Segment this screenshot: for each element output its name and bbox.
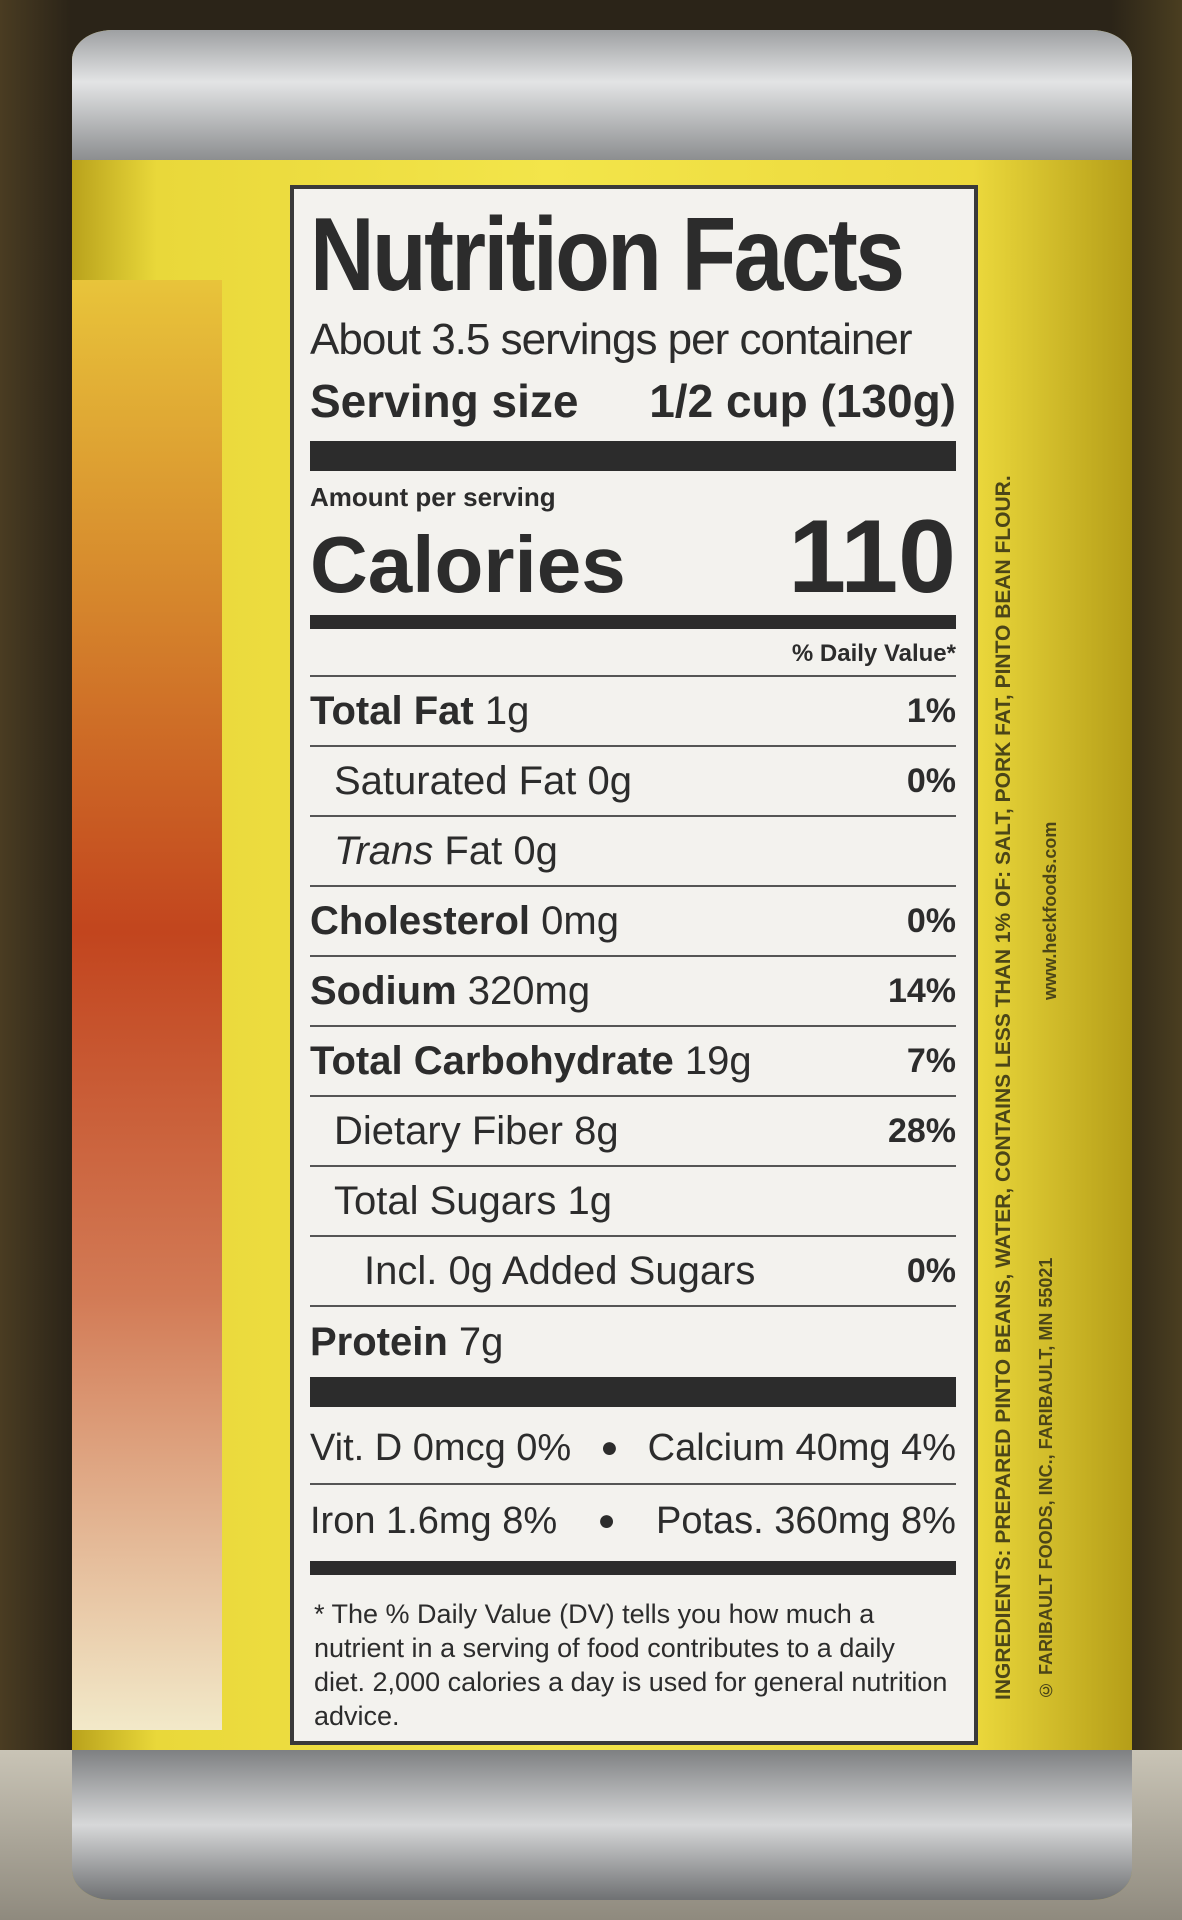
nutrient-amount: 8g [574, 1108, 619, 1153]
divider-medium [310, 615, 956, 629]
nutrient-row: Protein 7g [310, 1307, 956, 1377]
website-text: www.heckfoods.com [1040, 821, 1060, 1000]
nutrient-name: Total Sugars [334, 1178, 557, 1223]
nutrient-dv: 28% [887, 1111, 956, 1150]
calories-row: Calories 110 [310, 499, 956, 615]
vitamin-left: Iron 1.6mg 8% [310, 1499, 558, 1542]
nutrient-row: Total Carbohydrate 19g 7% [310, 1027, 956, 1097]
copyright-text: © FARIBAULT FOODS, INC., FARIBAULT, MN 5… [1036, 1257, 1056, 1700]
nutrition-facts-label: Nutrition Facts About 3.5 servings per c… [290, 185, 978, 1745]
nutrient-row: Saturated Fat 0g 0% [310, 747, 956, 817]
can-rim-top [72, 30, 1132, 160]
bullet-icon: ● [600, 1431, 619, 1464]
nutrient-name: Dietary Fiber [334, 1108, 563, 1153]
nutrient-dv: 7% [906, 1041, 956, 1080]
nutrient-amount: 0g [513, 828, 558, 873]
label-title: Nutrition Facts [310, 197, 905, 313]
vitamin-right: Calcium 40mg 4% [647, 1426, 956, 1469]
nutrient-amount: 0mg [541, 898, 619, 943]
nutrient-amount: 1g [567, 1178, 612, 1223]
divider-medium [310, 1561, 956, 1575]
nutrient-name: Cholesterol [310, 898, 531, 943]
vitamin-right: Potas. 360mg 8% [656, 1499, 956, 1542]
serving-size: Serving size 1/2 cup (130g) [310, 369, 956, 433]
nutrient-amount: 320mg [467, 968, 591, 1013]
nutrient-amount: 1g [484, 688, 530, 733]
divider-thick [310, 441, 956, 471]
nutrient-row: Sodium 320mg 14% [310, 957, 956, 1027]
nutrient-row: Cholesterol 0mg 0% [310, 887, 956, 957]
vitamin-row: Iron 1.6mg 8% ● Potas. 360mg 8% [310, 1485, 956, 1557]
can-rim-bottom [72, 1750, 1132, 1900]
nutrient-dv: 0% [906, 761, 956, 800]
calories-value: 110 [788, 499, 956, 615]
nutrient-row: Dietary Fiber 8g 28% [310, 1097, 956, 1167]
nutrient-name: Total Carbohydrate [310, 1038, 674, 1083]
nutrient-dv: 1% [906, 691, 956, 730]
nutrient-row: Total Sugars 1g [310, 1167, 956, 1237]
nutrient-dv: 14% [887, 971, 956, 1010]
nutrient-name: Sodium [310, 968, 457, 1013]
nutrient-dv: 0% [906, 901, 956, 940]
nutrient-amount: 7g [458, 1319, 504, 1364]
ingredients-text: INGREDIENTS: PREPARED PINTO BEANS, WATER… [992, 475, 1015, 1700]
can-artwork [72, 280, 222, 1730]
serving-size-label: Serving size [310, 375, 579, 427]
servings-per-container: About 3.5 servings per container [310, 315, 913, 364]
bullet-icon: ● [597, 1504, 616, 1537]
footnote: * The % Daily Value (DV) tells you how m… [314, 1599, 948, 1731]
nutrient-name: Saturated Fat [334, 758, 577, 803]
nutrient-name-rest: Fat [444, 828, 503, 873]
nutrient-row: Trans Fat 0g [310, 817, 956, 887]
vitamin-row: Vit. D 0mcg 0% ● Calcium 40mg 4% [310, 1413, 956, 1485]
nutrient-amount: 19g [684, 1038, 752, 1083]
nutrient-name: Incl. 0g Added Sugars [364, 1248, 756, 1293]
serving-size-value: 1/2 cup (130g) [649, 375, 956, 427]
nutrient-name: Protein [310, 1319, 448, 1364]
divider-thick [310, 1377, 956, 1407]
nutrient-name: Total Fat [310, 688, 474, 733]
calories-label: Calories [310, 520, 626, 609]
daily-value-header: % Daily Value* [310, 633, 956, 677]
nutrient-dv: 0% [906, 1251, 956, 1290]
nutrient-name: Trans [334, 828, 434, 873]
nutrient-row: Incl. 0g Added Sugars 0% [310, 1237, 956, 1307]
nutrient-amount: 0g [587, 758, 633, 803]
nutrient-row: Total Fat 1g 1% [310, 677, 956, 747]
amount-per-serving: Amount per serving [310, 482, 556, 512]
vitamin-left: Vit. D 0mcg 0% [310, 1426, 572, 1469]
